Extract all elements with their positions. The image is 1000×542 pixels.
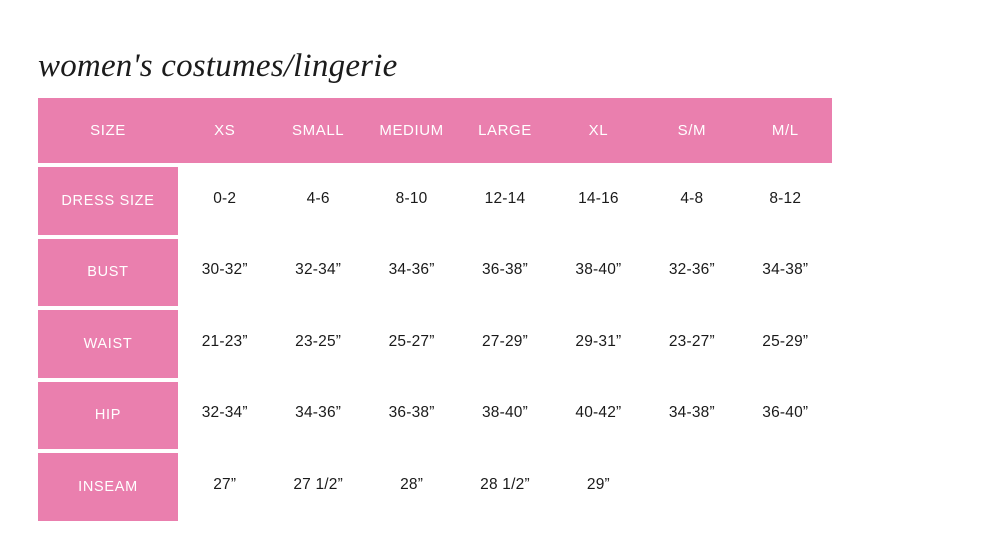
cell-waist-medium: 25-27” <box>364 306 459 378</box>
row-label-bust: BUST <box>38 234 179 306</box>
row-label-waist: WAIST <box>38 306 179 378</box>
cell-bust-xl: 38-40” <box>551 234 646 306</box>
column-header-large: LARGE <box>458 98 552 163</box>
column-header-small: SMALL <box>271 98 365 163</box>
cell-hip-small: 34-36” <box>271 377 365 449</box>
cell-inseam-xs: 27” <box>178 449 272 521</box>
cell-dress-size-xs: 0-2 <box>178 163 272 235</box>
cell-dress-size-large: 12-14 <box>458 163 552 235</box>
cell-hip-large: 38-40” <box>458 377 552 449</box>
cell-inseam-sm <box>645 449 739 521</box>
cell-hip-xs: 32-34” <box>178 377 272 449</box>
row-label-inseam: INSEAM <box>38 449 179 521</box>
cell-waist-large: 27-29” <box>458 306 552 378</box>
cell-inseam-ml <box>738 449 832 521</box>
column-header-xs: XS <box>178 98 272 163</box>
cell-waist-ml: 25-29” <box>738 306 832 378</box>
cell-dress-size-sm: 4-8 <box>645 163 739 235</box>
table-row: DRESS SIZE 0-2 4-6 8-10 12-14 14-16 4-8 … <box>38 163 832 235</box>
table-row: INSEAM 27” 27 1/2” 28” 28 1/2” 29” <box>38 449 832 521</box>
cell-bust-medium: 34-36” <box>364 234 459 306</box>
row-label-dress-size: DRESS SIZE <box>38 163 179 235</box>
cell-bust-small: 32-34” <box>271 234 365 306</box>
cell-dress-size-ml: 8-12 <box>738 163 832 235</box>
cell-bust-large: 36-38” <box>458 234 552 306</box>
cell-bust-xs: 30-32” <box>178 234 272 306</box>
cell-inseam-xl: 29” <box>551 449 646 521</box>
cell-waist-xl: 29-31” <box>551 306 646 378</box>
page-title: women's costumes/lingerie <box>38 48 398 84</box>
column-header-sm: S/M <box>645 98 739 163</box>
cell-bust-ml: 34-38” <box>738 234 832 306</box>
cell-hip-xl: 40-42” <box>551 377 646 449</box>
column-header-xl: XL <box>551 98 646 163</box>
column-header-ml: M/L <box>738 98 832 163</box>
cell-inseam-medium: 28” <box>364 449 459 521</box>
table-body: DRESS SIZE 0-2 4-6 8-10 12-14 14-16 4-8 … <box>38 163 832 521</box>
cell-hip-sm: 34-38” <box>645 377 739 449</box>
cell-waist-sm: 23-27” <box>645 306 739 378</box>
size-chart-table: SIZE XS SMALL MEDIUM LARGE XL S/M M/L DR… <box>38 98 832 521</box>
cell-hip-medium: 36-38” <box>364 377 459 449</box>
cell-waist-xs: 21-23” <box>178 306 272 378</box>
cell-waist-small: 23-25” <box>271 306 365 378</box>
cell-dress-size-xl: 14-16 <box>551 163 646 235</box>
table-header: SIZE XS SMALL MEDIUM LARGE XL S/M M/L <box>38 98 832 163</box>
header-row: SIZE XS SMALL MEDIUM LARGE XL S/M M/L <box>38 98 832 163</box>
column-header-medium: MEDIUM <box>364 98 459 163</box>
cell-dress-size-medium: 8-10 <box>364 163 459 235</box>
cell-inseam-small: 27 1/2” <box>271 449 365 521</box>
table-row: HIP 32-34” 34-36” 36-38” 38-40” 40-42” 3… <box>38 377 832 449</box>
cell-inseam-large: 28 1/2” <box>458 449 552 521</box>
table-row: BUST 30-32” 32-34” 34-36” 36-38” 38-40” … <box>38 234 832 306</box>
row-label-hip: HIP <box>38 377 179 449</box>
cell-hip-ml: 36-40” <box>738 377 832 449</box>
table-row: WAIST 21-23” 23-25” 25-27” 27-29” 29-31”… <box>38 306 832 378</box>
column-header-size: SIZE <box>38 98 179 163</box>
cell-bust-sm: 32-36” <box>645 234 739 306</box>
cell-dress-size-small: 4-6 <box>271 163 365 235</box>
